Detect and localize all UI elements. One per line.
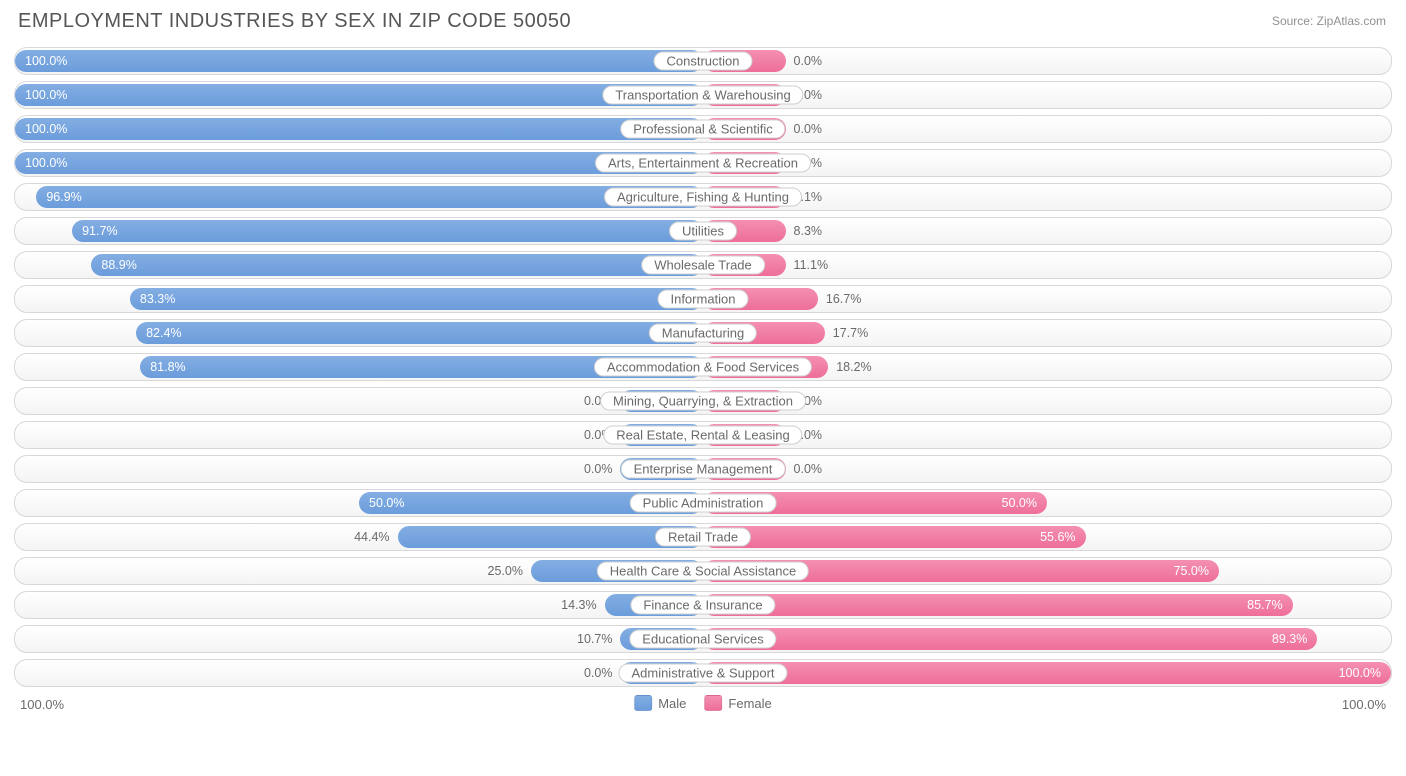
male-value: 0.0% [584, 462, 613, 476]
employment-by-sex-chart: EMPLOYMENT INDUSTRIES BY SEX IN ZIP CODE… [0, 0, 1406, 727]
male-value: 100.0% [25, 156, 67, 170]
female-swatch-icon [704, 695, 722, 711]
chart-row: 100.0% 0.0% Professional & Scientific [14, 115, 1392, 143]
category-label: Finance & Insurance [630, 596, 775, 615]
male-bar [91, 254, 703, 276]
male-value: 100.0% [25, 122, 67, 136]
category-label: Accommodation & Food Services [594, 358, 812, 377]
male-bar [72, 220, 703, 242]
male-value: 91.7% [82, 224, 117, 238]
chart-row: 88.9% 11.1% Wholesale Trade [14, 251, 1392, 279]
category-label: Professional & Scientific [620, 120, 785, 139]
male-bar [15, 84, 703, 106]
legend-female: Female [704, 695, 771, 711]
male-value: 83.3% [140, 292, 175, 306]
male-value: 81.8% [150, 360, 185, 374]
chart-rows: 100.0%0.0%Construction100.0%0.0%Transpor… [14, 47, 1392, 687]
female-value: 85.7% [1247, 598, 1282, 612]
male-value: 0.0% [584, 666, 613, 680]
female-value: 0.0% [794, 462, 823, 476]
chart-row: 100.0%0.0%Arts, Entertainment & Recreati… [14, 149, 1392, 177]
male-swatch-icon [634, 695, 652, 711]
male-value: 50.0% [369, 496, 404, 510]
category-label: Transportation & Warehousing [602, 86, 803, 105]
category-label: Retail Trade [655, 528, 751, 547]
axis-left-label: 100.0% [20, 697, 64, 712]
category-label: Arts, Entertainment & Recreation [595, 154, 811, 173]
female-value: 8.3% [794, 224, 823, 238]
male-value: 100.0% [25, 88, 67, 102]
male-value: 44.4% [354, 530, 389, 544]
category-label: Mining, Quarrying, & Extraction [600, 392, 806, 411]
category-label: Administrative & Support [618, 664, 787, 683]
category-label: Health Care & Social Assistance [597, 562, 809, 581]
category-label: Wholesale Trade [641, 256, 765, 275]
male-value: 10.7% [577, 632, 612, 646]
chart-row: 0.0%0.0%Mining, Quarrying, & Extraction [14, 387, 1392, 415]
chart-title: EMPLOYMENT INDUSTRIES BY SEX IN ZIP CODE… [18, 10, 1392, 33]
female-bar [703, 662, 1391, 684]
female-value: 11.1% [794, 258, 829, 272]
male-value: 14.3% [561, 598, 596, 612]
category-label: Construction [654, 52, 753, 71]
chart-row: 83.3% 16.7% Information [14, 285, 1392, 313]
chart-row: 0.0% 100.0% Administrative & Support [14, 659, 1392, 687]
chart-row: 0.0% 0.0% Enterprise Management [14, 455, 1392, 483]
female-value: 50.0% [1002, 496, 1037, 510]
category-label: Information [657, 290, 748, 309]
male-bar [130, 288, 703, 310]
male-value: 96.9% [46, 190, 81, 204]
female-value: 55.6% [1040, 530, 1075, 544]
category-label: Real Estate, Rental & Leasing [603, 426, 802, 445]
male-value: 82.4% [146, 326, 181, 340]
female-value: 0.0% [794, 122, 823, 136]
male-value: 100.0% [25, 54, 67, 68]
female-value: 100.0% [1339, 666, 1381, 680]
category-label: Manufacturing [649, 324, 757, 343]
male-bar [36, 186, 703, 208]
chart-source: Source: ZipAtlas.com [1272, 14, 1386, 28]
female-bar [703, 594, 1293, 616]
male-value: 88.9% [101, 258, 136, 272]
chart-row: 0.0%0.0%Real Estate, Rental & Leasing [14, 421, 1392, 449]
chart-row: 100.0%0.0%Transportation & Warehousing [14, 81, 1392, 109]
chart-row: 25.0% 75.0% Health Care & Social Assistanc… [14, 557, 1392, 585]
legend-male-label: Male [658, 696, 686, 711]
chart-row: 81.8% 18.2% Accommodation & Food Services [14, 353, 1392, 381]
female-value: 75.0% [1174, 564, 1209, 578]
female-value: 18.2% [836, 360, 871, 374]
category-label: Educational Services [629, 630, 776, 649]
male-value: 25.0% [488, 564, 523, 578]
legend: Male Female [634, 695, 772, 711]
chart-row: 44.4% 55.6% Retail Trade [14, 523, 1392, 551]
axis-right-label: 100.0% [1342, 697, 1386, 712]
chart-footer: 100.0% 100.0% Male Female [14, 693, 1392, 719]
male-bar [15, 118, 703, 140]
chart-row: 100.0% 0.0% Construction [14, 47, 1392, 75]
chart-row: 50.0% 50.0% Public Administration [14, 489, 1392, 517]
male-bar [15, 50, 703, 72]
category-label: Utilities [669, 222, 737, 241]
category-label: Agriculture, Fishing & Hunting [604, 188, 802, 207]
female-value: 0.0% [794, 54, 823, 68]
chart-row: 14.3% 85.7% Finance & Insurance [14, 591, 1392, 619]
category-label: Public Administration [630, 494, 777, 513]
legend-female-label: Female [728, 696, 771, 711]
female-bar [703, 628, 1317, 650]
female-value: 16.7% [826, 292, 861, 306]
chart-row: 82.4% 17.7% Manufacturing [14, 319, 1392, 347]
female-value: 17.7% [833, 326, 868, 340]
female-value: 89.3% [1272, 632, 1307, 646]
legend-male: Male [634, 695, 686, 711]
chart-row: 91.7% 8.3% Utilities [14, 217, 1392, 245]
chart-row: 10.7% 89.3% Educational Services [14, 625, 1392, 653]
female-bar [703, 526, 1086, 548]
chart-row: 96.9%3.1%Agriculture, Fishing & Hunting [14, 183, 1392, 211]
category-label: Enterprise Management [621, 460, 786, 479]
male-bar [136, 322, 703, 344]
